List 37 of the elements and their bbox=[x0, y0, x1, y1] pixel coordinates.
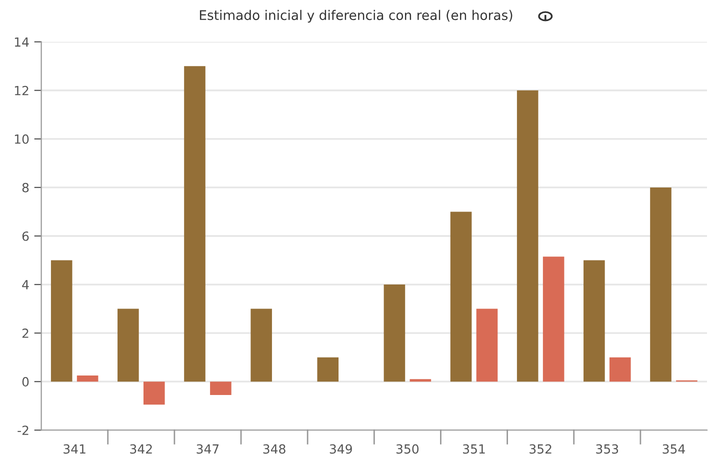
y-tick-label: 8 bbox=[22, 182, 29, 192]
bar bbox=[516, 90, 538, 382]
bar bbox=[250, 308, 272, 382]
y-tick-label: -2 bbox=[18, 426, 28, 435]
y-tick-label: 12 bbox=[14, 86, 28, 96]
x-tick-label: 342 bbox=[130, 444, 152, 454]
y-tick-label: 14 bbox=[14, 37, 29, 47]
x-tick-label: 354 bbox=[662, 444, 685, 454]
x-tick-label: 348 bbox=[263, 444, 286, 454]
y-tick-label: 2 bbox=[22, 328, 28, 338]
bar bbox=[450, 212, 472, 382]
x-tick-label: 350 bbox=[396, 444, 419, 454]
bar bbox=[317, 357, 339, 382]
y-tick-label: 6 bbox=[22, 231, 29, 241]
bar bbox=[76, 376, 98, 382]
bar bbox=[50, 260, 72, 382]
y-tick-label: 0 bbox=[22, 377, 29, 387]
bar bbox=[210, 382, 232, 395]
bar bbox=[384, 284, 406, 382]
bar bbox=[410, 379, 432, 382]
y-tick-label: 10 bbox=[14, 134, 29, 144]
chart-title: Estimado inicial y diferencia con real (en horas) bbox=[200, 10, 512, 23]
x-tick-label: 349 bbox=[330, 444, 352, 454]
bar bbox=[143, 382, 165, 405]
bar bbox=[584, 260, 605, 382]
x-tick-label: 351 bbox=[463, 444, 485, 454]
bar bbox=[118, 308, 139, 382]
y-tick-label: 4 bbox=[22, 280, 29, 290]
bar bbox=[184, 66, 206, 382]
bar bbox=[609, 357, 631, 382]
bar bbox=[476, 308, 498, 382]
x-tick-label: 341 bbox=[64, 444, 86, 454]
bar bbox=[650, 187, 672, 382]
x-tick-label: 352 bbox=[530, 444, 552, 454]
x-tick-label: 353 bbox=[596, 444, 618, 454]
bar bbox=[542, 256, 564, 382]
x-tick-label: 347 bbox=[196, 444, 219, 454]
